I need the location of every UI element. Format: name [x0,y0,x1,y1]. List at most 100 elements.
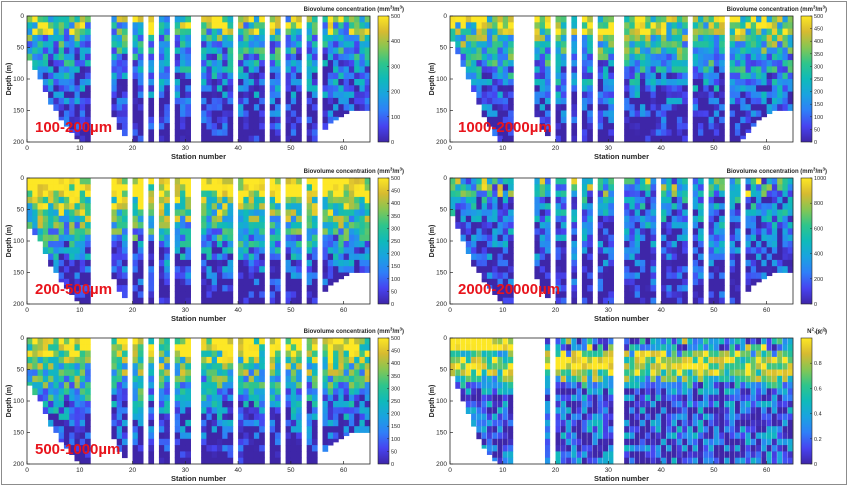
heatmap-cell [74,123,81,130]
heatmap-cell [343,253,350,261]
heatmap-cell [259,285,265,292]
heatmap-cell [69,184,75,191]
heatmap-cell [497,97,504,105]
heatmap-cell [69,369,75,377]
heatmap-cell [137,178,144,185]
heatmap-cell [248,123,255,130]
heatmap-cell [729,34,736,42]
heatmap-cell [211,22,218,29]
heatmap-cell [311,438,318,446]
y-tick-label: 0 [20,13,24,20]
heatmap-cell [508,413,514,421]
heatmap-cell [275,184,281,191]
heatmap-cell [766,85,773,92]
heatmap-cell [359,356,366,364]
heatmap-cell [211,401,218,408]
heatmap-cell [322,53,329,61]
heatmap-cell [111,203,118,210]
heatmap-cell [180,203,186,210]
heatmap-cell [348,369,355,377]
heatmap-cell [148,278,155,286]
heatmap-cell [74,426,81,433]
heatmap-cell [719,110,725,118]
heatmap-cell [42,338,49,345]
heatmap-cell [645,47,651,55]
heatmap-cell [465,241,472,248]
heatmap-cell [645,297,651,305]
heatmap-cell [42,234,49,242]
heatmap-cell [502,451,509,459]
heatmap-cell [481,432,488,440]
heatmap-cell [63,356,70,364]
heatmap-cell [290,79,297,86]
heatmap-cell [180,382,186,389]
heatmap-cell [460,215,467,223]
heatmap-cell [544,41,551,48]
heatmap-cell [116,184,123,191]
heatmap-cell [290,129,297,137]
heatmap-cell [238,53,244,61]
heatmap-cell [655,60,662,67]
heatmap-cell [508,34,514,42]
heatmap-cell [327,363,334,370]
heatmap-cell [338,369,345,377]
heatmap-cell [74,241,81,248]
heatmap-cell [713,196,720,204]
heatmap-cell [296,407,302,414]
heatmap-cell [158,60,165,67]
heatmap-cell [248,178,255,185]
heatmap-cell [481,350,488,358]
heatmap-cell [85,104,91,111]
heatmap-cell [206,41,213,48]
heatmap-cell [666,196,673,204]
heatmap-cell [69,16,75,23]
heatmap-cell [222,272,228,280]
colorbar-tick-label: 150 [814,102,823,108]
heatmap-cell [174,291,181,299]
heatmap-cell [703,47,709,55]
heatmap-cell [338,419,345,427]
heatmap-cell [269,110,276,118]
heatmap-cell [306,413,313,421]
heatmap-cell [206,350,213,358]
colorbar-tick-label: 200 [391,252,400,258]
heatmap-cell [53,253,60,261]
heatmap-cell [703,116,709,124]
heatmap-cell [364,338,371,345]
heatmap-cell [275,388,281,396]
heatmap-cell [322,228,329,236]
heatmap-cell [661,272,667,280]
heatmap-cell [782,34,789,42]
heatmap-cell [248,401,255,408]
heatmap-cell [74,190,81,198]
heatmap-cell [771,41,778,48]
heatmap-cell [629,22,636,29]
heatmap-cell [74,445,81,452]
heatmap-cell [708,34,715,42]
heatmap-cell [544,53,551,61]
heatmap-cell [692,97,699,105]
heatmap-cell [713,297,720,305]
y-tick-label: 50 [17,45,25,52]
heatmap-cell [698,285,704,292]
heatmap-cell [185,259,191,267]
heatmap-cell [645,79,651,86]
heatmap-cell [201,41,207,48]
heatmap-cell [634,91,641,99]
heatmap-cell [471,394,477,402]
heatmap-cell [137,79,144,86]
heatmap-cell [634,85,641,92]
heatmap-cell [343,432,350,437]
heatmap-cell [42,203,49,210]
heatmap-cell [766,203,773,210]
heatmap-cell [348,413,355,421]
heatmap-cell [771,203,778,210]
colorbar-tick-label: 400 [814,252,823,258]
heatmap-cell [734,291,741,299]
heatmap-cell [111,85,118,92]
heatmap-cell [296,123,302,130]
heatmap-cell [782,53,789,61]
heatmap-cell [534,104,541,111]
heatmap-cell [158,382,165,389]
